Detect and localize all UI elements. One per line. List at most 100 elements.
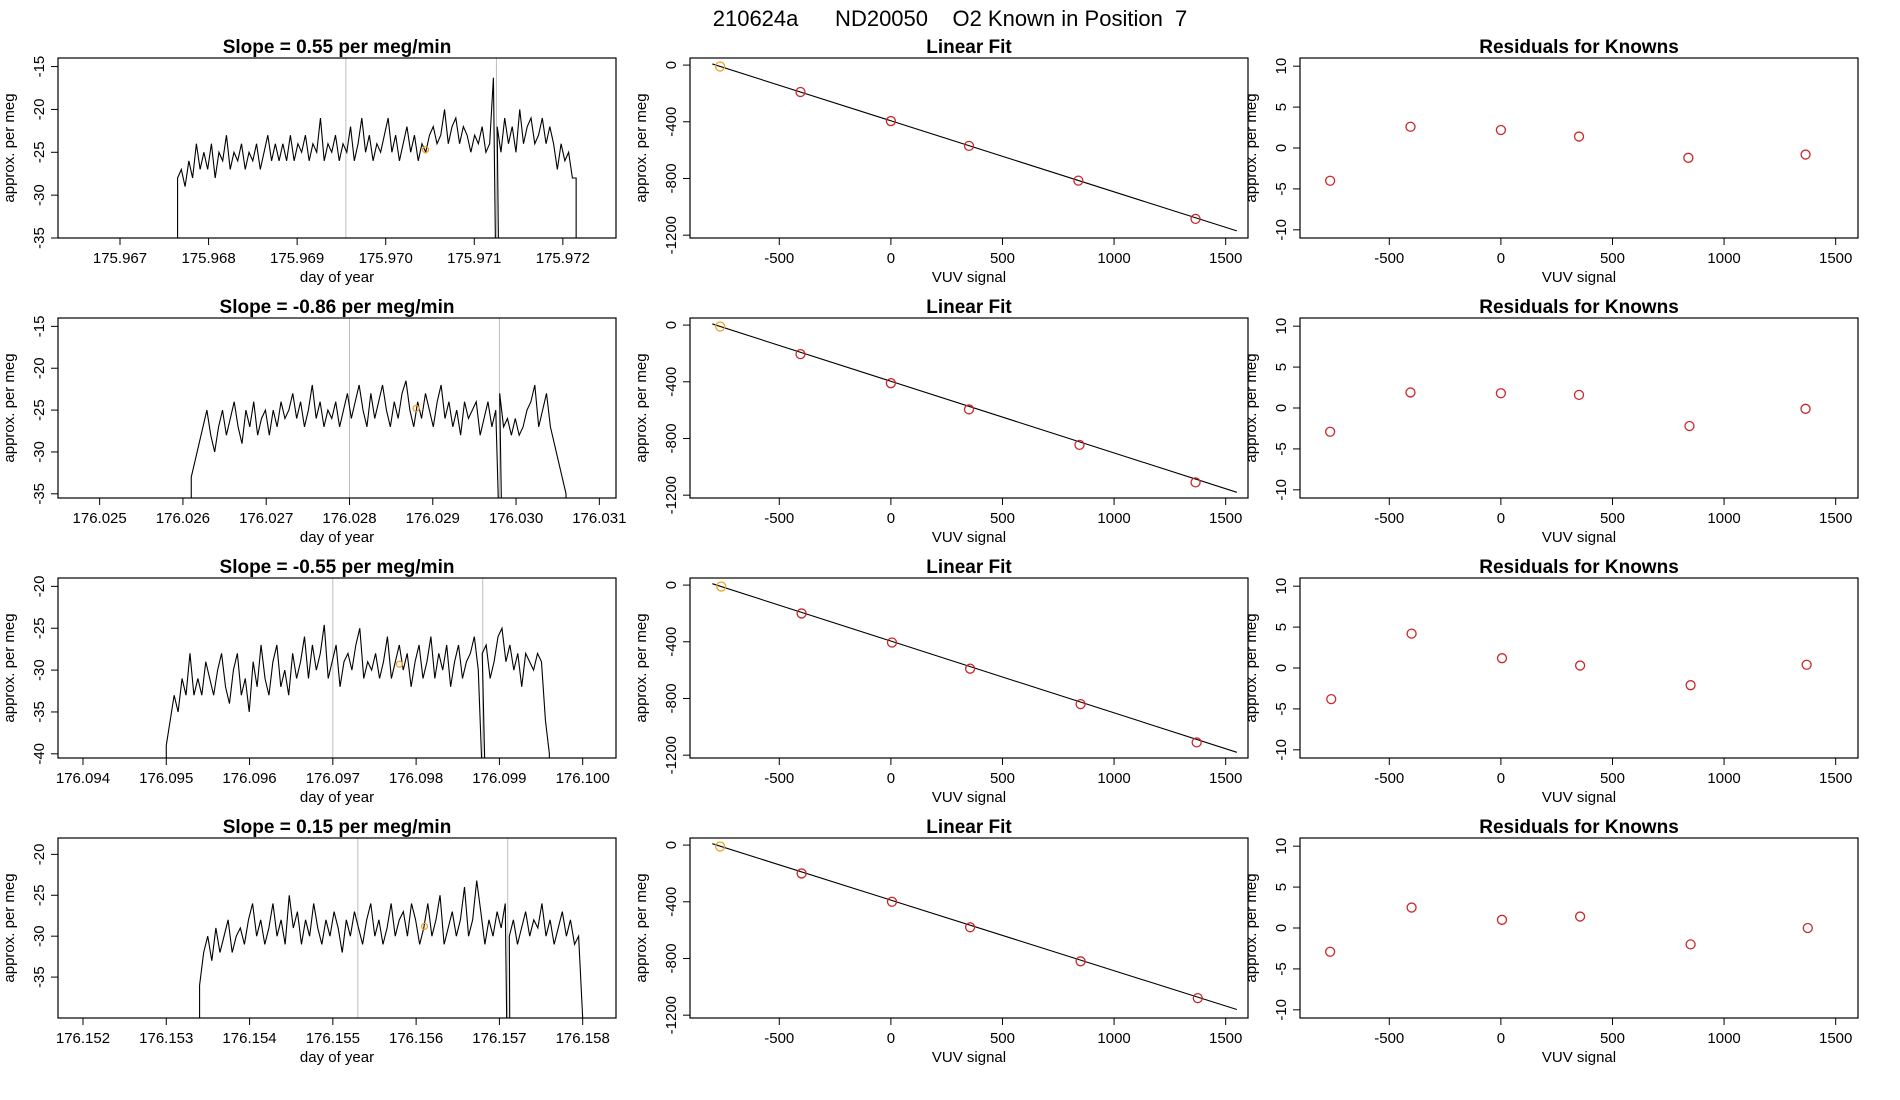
x-tick-label: 1500 bbox=[1819, 250, 1852, 267]
chart-residuals-row-4: Residuals for Knowns VUV signal approx. pe… bbox=[1243, 817, 1859, 1066]
chart-title: Residuals for Knowns bbox=[1479, 557, 1679, 578]
x-axis-label: day of year bbox=[300, 1049, 374, 1066]
data-point bbox=[1801, 659, 1812, 670]
data-point bbox=[714, 321, 726, 332]
x-tick-label: -500 bbox=[1374, 250, 1404, 267]
y-tick-label: -5 bbox=[1273, 702, 1290, 715]
data-point bbox=[1405, 121, 1416, 132]
x-tick-label: 176.152 bbox=[56, 1030, 110, 1047]
x-axis-label: day of year bbox=[300, 269, 374, 286]
y-tick-label: -800 bbox=[663, 943, 680, 973]
y-tick-label: -20 bbox=[31, 844, 48, 866]
x-tick-label: 0 bbox=[1497, 770, 1505, 787]
data-point bbox=[1684, 420, 1695, 432]
data-point bbox=[1800, 149, 1811, 160]
x-tick-label: 1500 bbox=[1209, 770, 1242, 787]
x-tick-label: 176.030 bbox=[489, 510, 543, 527]
y-tick-label: -800 bbox=[663, 163, 680, 193]
x-tick-label: -500 bbox=[1374, 510, 1404, 527]
x-tick-label: 500 bbox=[990, 1030, 1015, 1047]
y-tick-label: 10 bbox=[1273, 58, 1290, 75]
x-tick-label: 176.026 bbox=[156, 510, 210, 527]
data-point bbox=[1685, 939, 1696, 950]
y-axis-label: approx. per meg bbox=[1, 93, 18, 202]
x-axis-label: VUV signal bbox=[932, 1049, 1006, 1066]
data-point bbox=[1574, 660, 1586, 671]
x-tick-label: 1000 bbox=[1097, 510, 1130, 527]
x-tick-label: 176.094 bbox=[56, 770, 110, 787]
data-point bbox=[1190, 477, 1201, 488]
plot-area bbox=[1324, 902, 1813, 957]
chart-title: Linear Fit bbox=[926, 37, 1012, 58]
y-tick-label: -5 bbox=[1273, 962, 1290, 975]
x-tick-label: 176.096 bbox=[222, 770, 276, 787]
y-tick-label: -20 bbox=[31, 576, 48, 598]
highlight-point bbox=[420, 922, 429, 930]
x-tick-label: 500 bbox=[1600, 770, 1625, 787]
y-tick-label: -40 bbox=[31, 743, 48, 765]
x-tick-label: -500 bbox=[764, 250, 794, 267]
plot-frame bbox=[689, 57, 1249, 239]
plot-frame bbox=[689, 317, 1249, 499]
y-tick-label: -10 bbox=[1273, 219, 1290, 241]
highlight-point bbox=[412, 404, 420, 413]
x-tick-label: -500 bbox=[764, 1030, 794, 1047]
data-point bbox=[714, 841, 726, 852]
x-tick-label: -500 bbox=[1374, 770, 1404, 787]
y-tick-label: -1200 bbox=[663, 216, 680, 254]
y-tick-label: -1200 bbox=[663, 476, 680, 514]
data-point bbox=[1574, 911, 1586, 922]
plot-area bbox=[1324, 387, 1811, 437]
x-tick-label: 1000 bbox=[1707, 770, 1740, 787]
x-tick-label: 500 bbox=[990, 510, 1015, 527]
x-tick-label: 0 bbox=[1497, 1030, 1505, 1047]
y-tick-label: -400 bbox=[663, 367, 680, 397]
plot-frame bbox=[57, 57, 617, 239]
x-tick-label: 176.031 bbox=[572, 510, 626, 527]
y-tick-label: -30 bbox=[31, 441, 48, 463]
x-axis-label: VUV signal bbox=[932, 269, 1006, 286]
y-tick-label: 5 bbox=[1273, 103, 1290, 111]
x-tick-label: 1000 bbox=[1707, 1030, 1740, 1047]
x-axis-label: VUV signal bbox=[1542, 529, 1616, 546]
x-axis-label: VUV signal bbox=[1542, 1049, 1616, 1066]
y-tick-label: -800 bbox=[663, 683, 680, 713]
x-tick-label: 500 bbox=[1600, 1030, 1625, 1047]
plot-area bbox=[177, 58, 577, 238]
plot-frame bbox=[57, 837, 617, 1019]
x-tick-label: 0 bbox=[887, 250, 895, 267]
x-tick-label: 1000 bbox=[1707, 250, 1740, 267]
y-tick-label: -15 bbox=[31, 56, 48, 78]
data-point bbox=[795, 86, 806, 98]
y-axis-label: approx. per meg bbox=[633, 93, 650, 202]
data-point bbox=[886, 896, 898, 907]
data-point bbox=[886, 637, 898, 648]
x-tick-label: 175.967 bbox=[93, 250, 147, 267]
y-tick-label: 10 bbox=[1273, 838, 1290, 855]
data-point bbox=[1406, 902, 1417, 913]
y-axis-label: approx. per meg bbox=[1243, 613, 1260, 722]
y-tick-label: -400 bbox=[663, 627, 680, 657]
plot-area bbox=[712, 321, 1238, 493]
y-axis-label: approx. per meg bbox=[1, 353, 18, 462]
chart-timeseries-row-1: Slope = 0.55 per meg/min day of year appro… bbox=[1, 37, 617, 286]
page-title: 210624a ND20050 O2 Known in Position 7 bbox=[713, 6, 1188, 31]
x-tick-label: 1500 bbox=[1209, 510, 1242, 527]
y-tick-label: -1200 bbox=[663, 996, 680, 1034]
plot-area bbox=[1324, 121, 1811, 186]
x-tick-label: 176.155 bbox=[306, 1030, 360, 1047]
plot-frame bbox=[1299, 57, 1859, 239]
data-point bbox=[1324, 946, 1336, 957]
y-tick-label: -15 bbox=[31, 316, 48, 338]
y-tick-label: -35 bbox=[31, 227, 48, 249]
chart-title: Linear Fit bbox=[926, 297, 1012, 318]
x-tick-label: 0 bbox=[887, 770, 895, 787]
chart-title: Residuals for Knowns bbox=[1479, 817, 1679, 838]
x-tick-label: 500 bbox=[1600, 510, 1625, 527]
chart-title: Slope = 0.55 per meg/min bbox=[223, 37, 452, 58]
x-tick-label: 1500 bbox=[1209, 250, 1242, 267]
y-tick-label: -5 bbox=[1273, 182, 1290, 195]
chart-residuals-row-3: Residuals for Knowns VUV signal approx. pe… bbox=[1243, 557, 1859, 806]
chart-timeseries-row-4: Slope = 0.15 per meg/min day of year appro… bbox=[1, 817, 617, 1066]
